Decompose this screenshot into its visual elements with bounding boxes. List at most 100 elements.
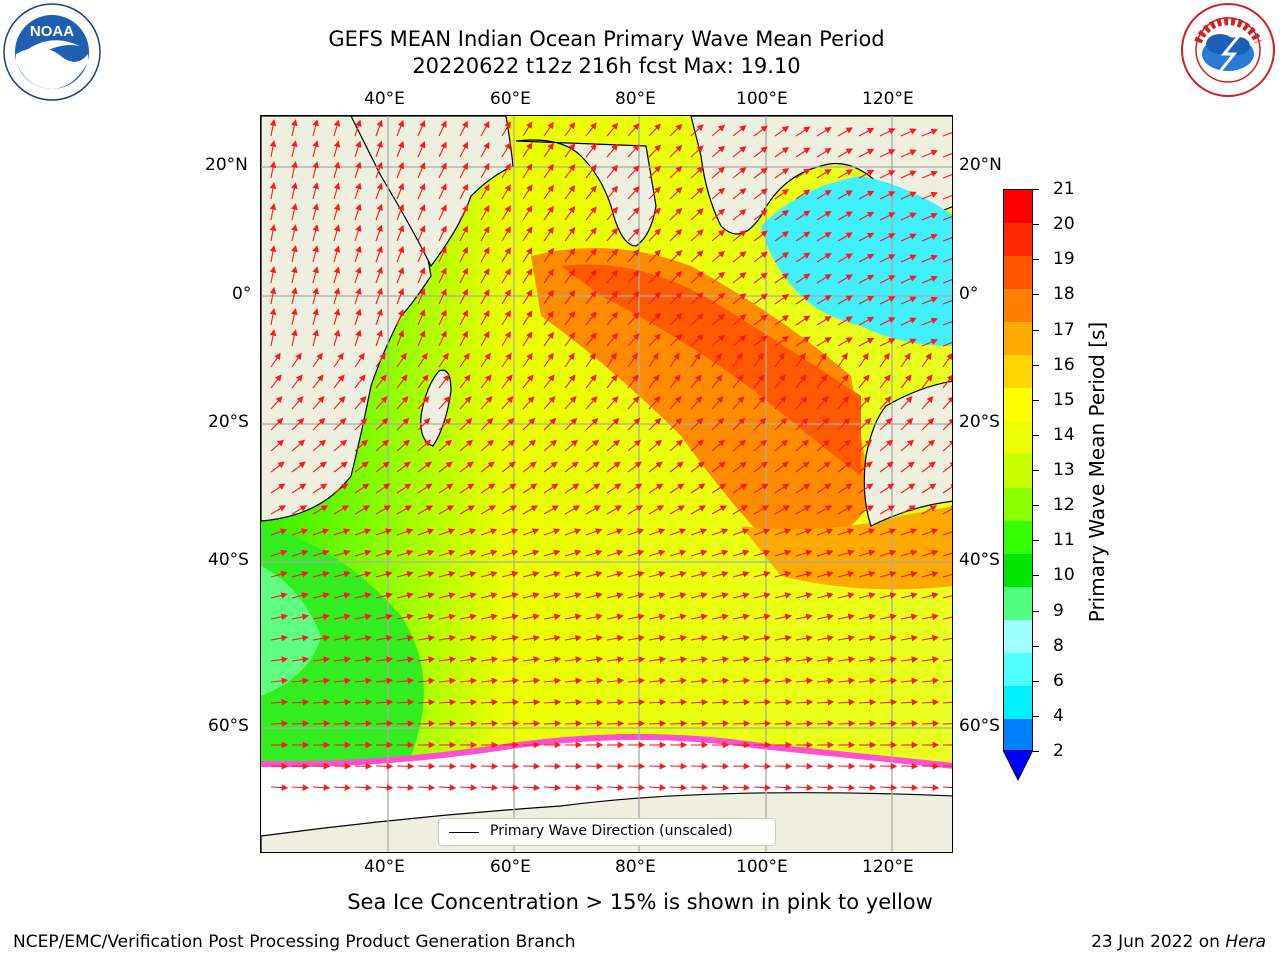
wave-arrow bbox=[774, 374, 786, 389]
colorbar-tick-mark bbox=[1033, 329, 1039, 331]
wave-arrow bbox=[564, 439, 579, 452]
colorbar-tick-mark bbox=[1033, 434, 1039, 436]
wave-arrow bbox=[270, 439, 285, 452]
wave-arrow bbox=[438, 656, 457, 663]
wave-arrow bbox=[396, 182, 405, 200]
green-light-region bbox=[261, 566, 321, 696]
wave-arrow bbox=[690, 187, 704, 200]
wave-arrow bbox=[480, 246, 490, 263]
wave-arrow bbox=[459, 246, 468, 263]
wave-arrow bbox=[921, 149, 938, 158]
wave-arrow bbox=[858, 634, 877, 642]
wave-arrow bbox=[564, 417, 578, 431]
wave-arrow bbox=[816, 315, 832, 326]
wave-arrow bbox=[690, 698, 709, 706]
wave-arrow bbox=[564, 720, 583, 727]
wave-arrow bbox=[291, 287, 298, 305]
wave-arrow bbox=[837, 148, 853, 158]
wave-arrow bbox=[879, 149, 896, 158]
wave-arrow bbox=[669, 312, 683, 326]
wave-arrow bbox=[942, 255, 952, 263]
wave-arrow bbox=[438, 505, 455, 515]
wave-arrow bbox=[606, 549, 624, 557]
wave-arrow bbox=[354, 119, 362, 137]
wave-arrow bbox=[606, 143, 619, 158]
wave-arrow bbox=[501, 163, 511, 179]
wave-arrow bbox=[648, 207, 661, 221]
wave-arrow bbox=[627, 291, 640, 305]
wave-arrow bbox=[438, 720, 457, 727]
wave-arrow bbox=[648, 417, 662, 431]
wave-arrow bbox=[921, 233, 938, 242]
wave-arrow bbox=[627, 333, 640, 347]
wave-arrow bbox=[501, 331, 511, 347]
wave-arrow bbox=[690, 592, 708, 599]
wave-arrow bbox=[942, 439, 952, 452]
wave-arrow bbox=[333, 182, 341, 200]
wave-arrow bbox=[438, 461, 453, 473]
wave-arrow bbox=[816, 374, 828, 389]
wave-arrow bbox=[837, 483, 853, 494]
wave-arrow bbox=[606, 698, 625, 706]
wave-arrow bbox=[291, 698, 310, 706]
wave-arrow bbox=[795, 677, 814, 685]
wave-arrow bbox=[816, 231, 832, 242]
wave-arrow bbox=[606, 677, 625, 685]
wave-arrow bbox=[375, 528, 393, 536]
wave-arrow bbox=[900, 396, 913, 410]
wave-arrow bbox=[858, 211, 875, 221]
wave-arrow bbox=[501, 613, 519, 621]
wave-arrow bbox=[585, 784, 604, 791]
wave-arrow bbox=[543, 205, 554, 221]
wave-arrow bbox=[774, 677, 793, 685]
wave-arrow bbox=[312, 119, 319, 137]
lat-label-left-0: 0° bbox=[232, 284, 252, 304]
wave-arrow bbox=[501, 677, 520, 685]
wave-arrow bbox=[543, 592, 561, 599]
wave-arrow bbox=[459, 374, 471, 389]
wave-arrow bbox=[669, 613, 687, 621]
wave-arrow bbox=[417, 698, 436, 706]
wave-arrow bbox=[753, 230, 768, 242]
wave-arrow bbox=[690, 250, 704, 263]
wave-arrow bbox=[396, 634, 415, 642]
wave-arrow bbox=[879, 656, 898, 663]
wave-arrow bbox=[669, 634, 688, 642]
wave-arrow bbox=[879, 461, 894, 473]
wave-arrow bbox=[711, 352, 722, 368]
wave-arrow bbox=[543, 247, 554, 263]
wave-arrow bbox=[816, 147, 832, 158]
wave-arrow bbox=[459, 570, 477, 578]
wave-arrow bbox=[312, 439, 327, 452]
wave-arrow bbox=[354, 245, 362, 263]
wave-arrow bbox=[690, 396, 703, 410]
wave-arrow bbox=[837, 211, 853, 221]
map-panel[interactable] bbox=[260, 115, 953, 853]
wave-arrow bbox=[438, 309, 447, 326]
wave-arrow bbox=[522, 634, 541, 642]
wave-arrow bbox=[711, 187, 726, 200]
wave-arrow bbox=[774, 417, 788, 431]
noaa-logo: NOAA bbox=[2, 2, 102, 106]
wave-arrow bbox=[711, 208, 726, 221]
wave-arrow bbox=[711, 549, 729, 557]
colorbar-band bbox=[1004, 520, 1032, 555]
wave-arrow bbox=[837, 169, 853, 179]
wave-arrow bbox=[459, 439, 474, 452]
wave-arrow bbox=[564, 613, 582, 621]
wave-arrow bbox=[291, 417, 305, 431]
wave-arrow bbox=[900, 592, 918, 599]
wave-arrow bbox=[312, 329, 319, 347]
wave-arrow bbox=[480, 592, 498, 599]
wave-arrow bbox=[816, 439, 831, 452]
wave-arrow bbox=[396, 287, 405, 305]
wave-arrow bbox=[669, 396, 682, 410]
wave-arrow bbox=[312, 308, 319, 326]
wave-arrow bbox=[543, 439, 558, 452]
wave-arrow bbox=[837, 656, 856, 663]
wave-arrow bbox=[543, 677, 562, 685]
wave-arrow bbox=[753, 461, 768, 473]
red-orange-period-region bbox=[561, 264, 861, 476]
wave-arrow bbox=[291, 224, 298, 242]
wave-arrow bbox=[543, 226, 554, 242]
